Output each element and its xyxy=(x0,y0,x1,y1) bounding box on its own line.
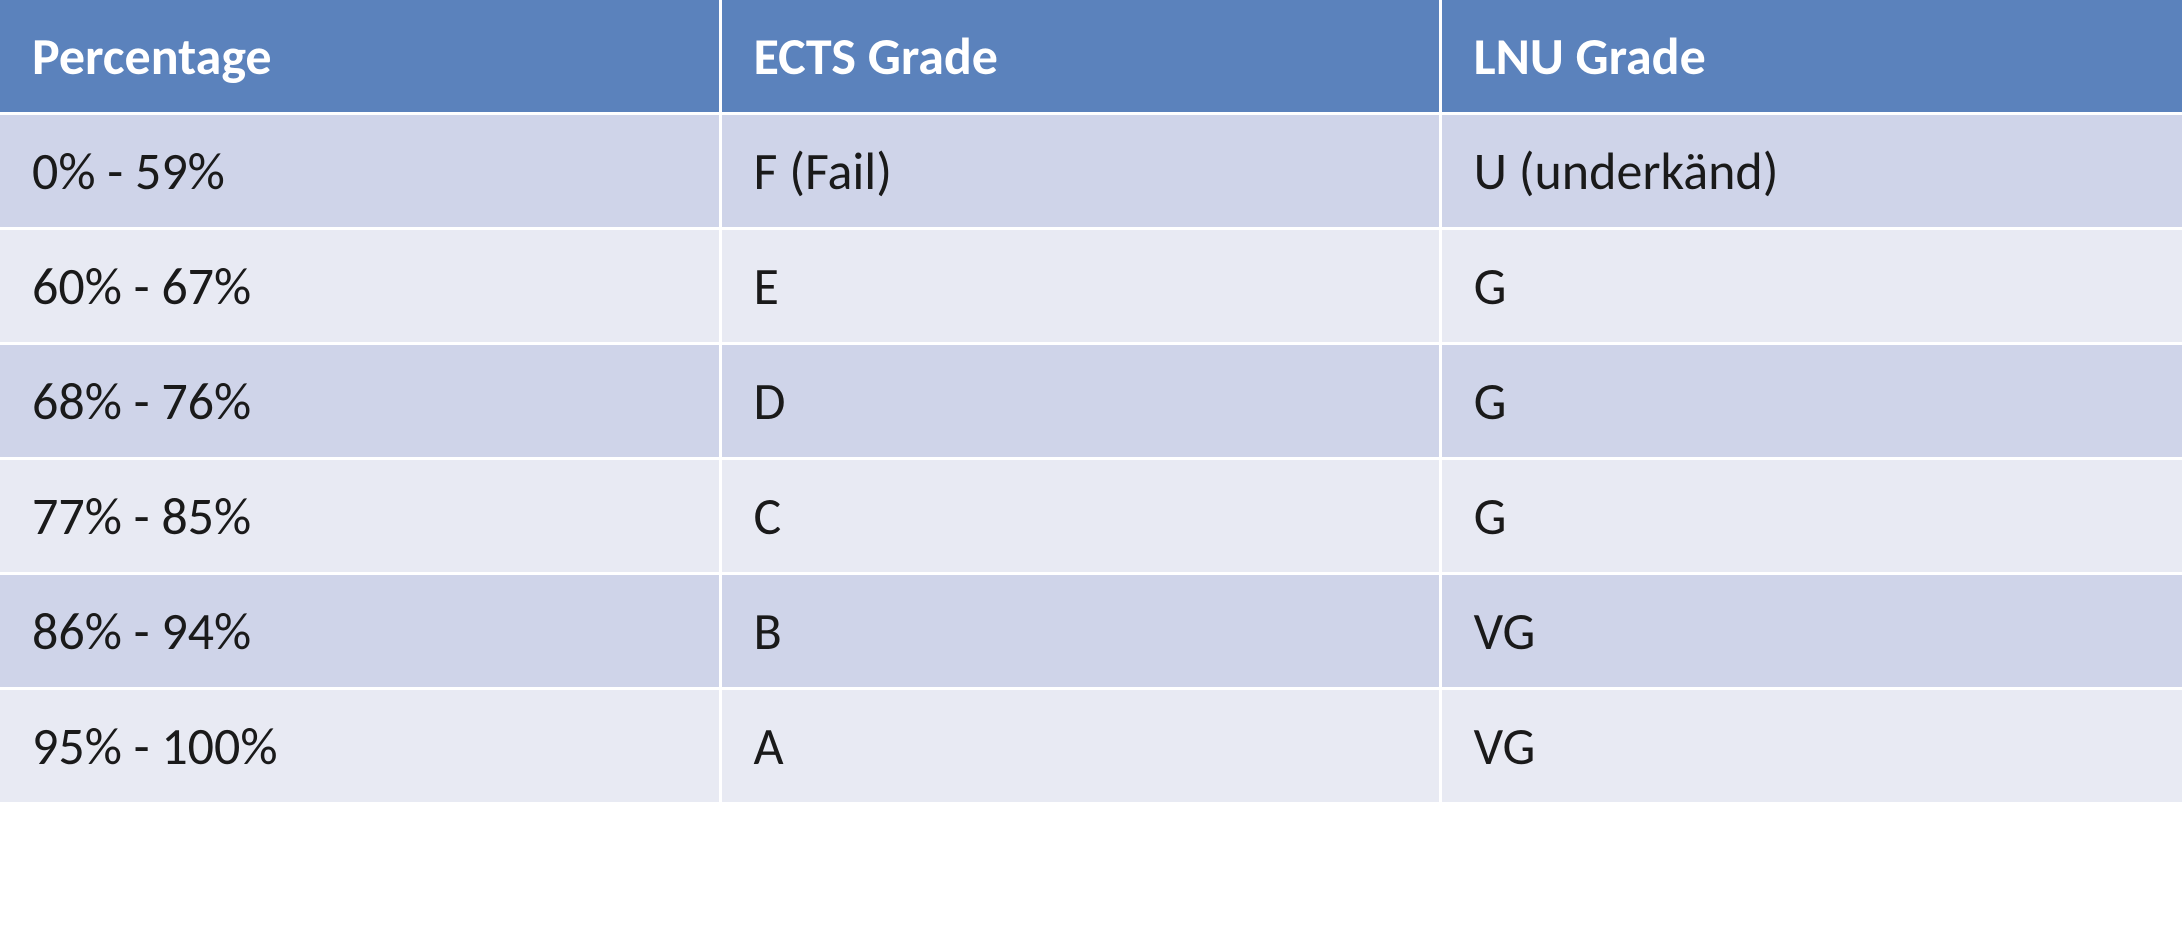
column-header-lnu: LNU Grade xyxy=(1440,0,2182,114)
cell-lnu: G xyxy=(1440,459,2182,574)
cell-percentage: 68% - 76% xyxy=(0,344,720,459)
cell-ects: B xyxy=(720,574,1440,689)
cell-lnu: G xyxy=(1440,344,2182,459)
table-header: Percentage ECTS Grade LNU Grade xyxy=(0,0,2182,114)
table-row: 0% - 59% F (Fail) U (underkänd) xyxy=(0,114,2182,229)
table-row: 77% - 85% C G xyxy=(0,459,2182,574)
cell-percentage: 86% - 94% xyxy=(0,574,720,689)
cell-ects: E xyxy=(720,229,1440,344)
table-header-row: Percentage ECTS Grade LNU Grade xyxy=(0,0,2182,114)
cell-percentage: 77% - 85% xyxy=(0,459,720,574)
cell-lnu: U (underkänd) xyxy=(1440,114,2182,229)
grade-conversion-table: Percentage ECTS Grade LNU Grade 0% - 59%… xyxy=(0,0,2182,802)
cell-ects: C xyxy=(720,459,1440,574)
cell-percentage: 60% - 67% xyxy=(0,229,720,344)
cell-ects: A xyxy=(720,689,1440,803)
cell-percentage: 95% - 100% xyxy=(0,689,720,803)
column-header-ects: ECTS Grade xyxy=(720,0,1440,114)
table-row: 95% - 100% A VG xyxy=(0,689,2182,803)
cell-ects: F (Fail) xyxy=(720,114,1440,229)
cell-ects: D xyxy=(720,344,1440,459)
cell-lnu: VG xyxy=(1440,689,2182,803)
table-row: 68% - 76% D G xyxy=(0,344,2182,459)
cell-lnu: G xyxy=(1440,229,2182,344)
cell-lnu: VG xyxy=(1440,574,2182,689)
table-row: 86% - 94% B VG xyxy=(0,574,2182,689)
cell-percentage: 0% - 59% xyxy=(0,114,720,229)
table-body: 0% - 59% F (Fail) U (underkänd) 60% - 67… xyxy=(0,114,2182,803)
table-row: 60% - 67% E G xyxy=(0,229,2182,344)
column-header-percentage: Percentage xyxy=(0,0,720,114)
